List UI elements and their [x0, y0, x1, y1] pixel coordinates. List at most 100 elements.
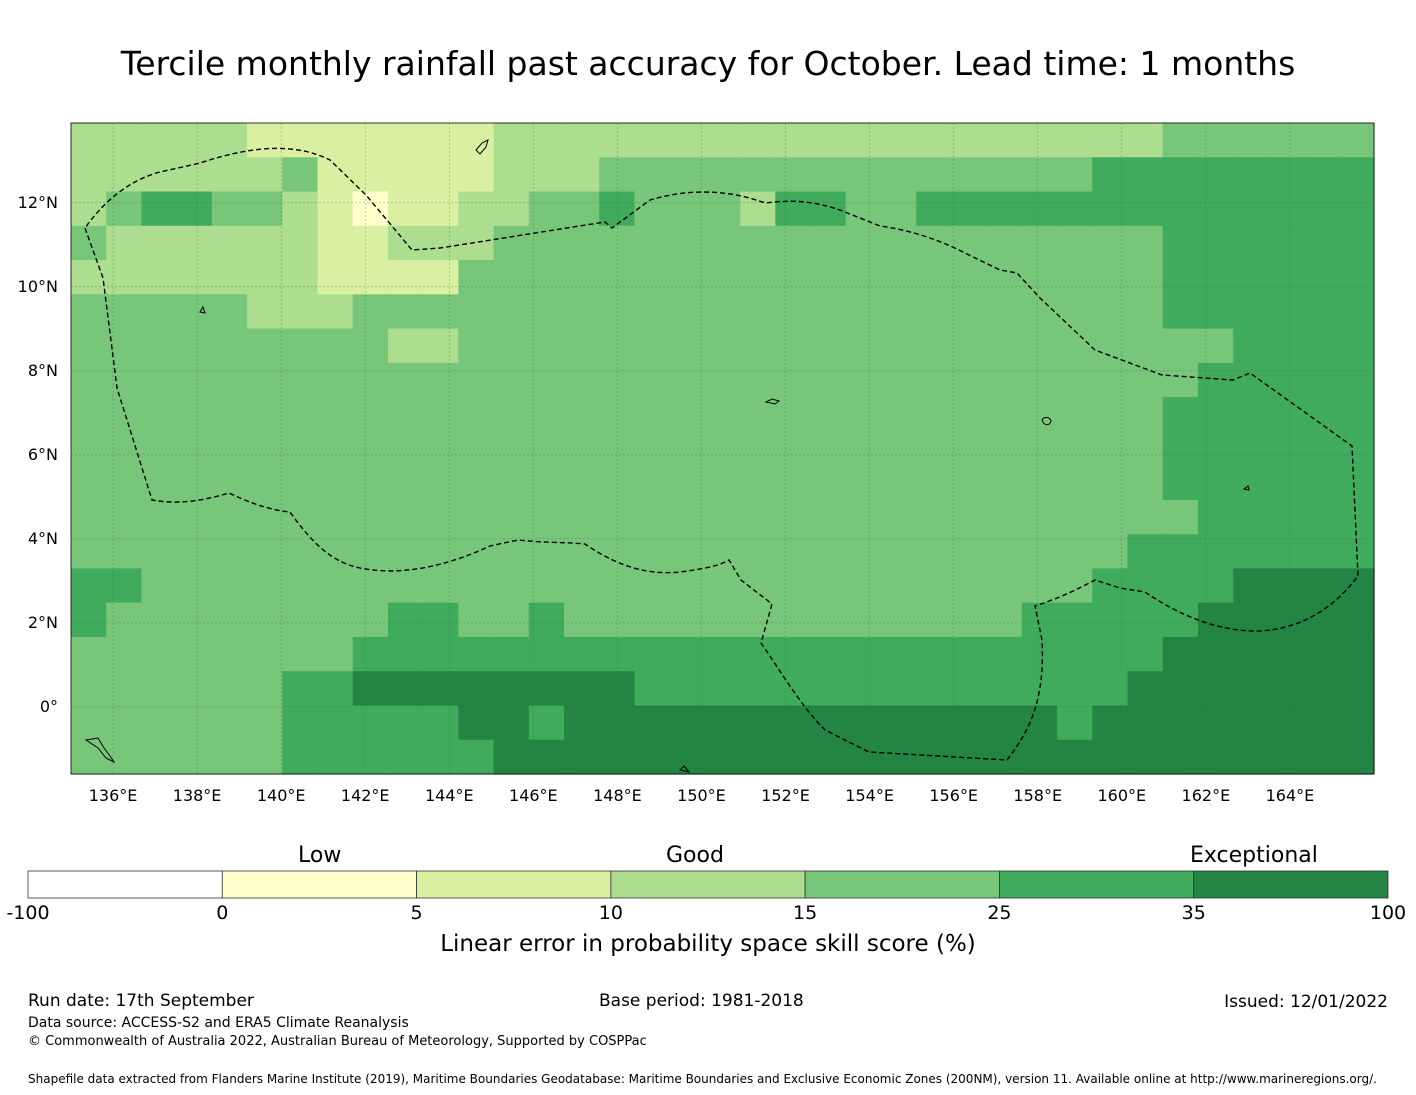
skill-cell	[916, 191, 953, 227]
skill-cell	[880, 362, 917, 398]
skill-cell	[423, 294, 459, 330]
skill-cell	[810, 534, 847, 570]
skill-cell	[1233, 157, 1269, 193]
skill-cell	[1338, 157, 1375, 193]
skill-cell	[493, 602, 530, 638]
skill-cell	[775, 636, 812, 672]
skill-cell	[880, 123, 917, 158]
skill-cell	[176, 636, 213, 672]
skill-cell	[1268, 191, 1305, 227]
skill-cell	[352, 465, 389, 501]
skill-cell	[951, 157, 988, 193]
skill-cell	[564, 191, 600, 227]
skill-cell	[669, 328, 706, 364]
skill-cell	[317, 534, 354, 570]
skill-cell	[1092, 362, 1129, 398]
skill-cell	[775, 362, 812, 398]
skill-cell	[951, 602, 988, 638]
skill-cell	[1092, 705, 1129, 741]
skill-cell	[458, 328, 495, 364]
skill-cell	[951, 362, 988, 398]
skill-cell	[493, 362, 530, 398]
skill-cell	[141, 260, 178, 295]
skill-cell	[1092, 465, 1129, 501]
skill-cell	[1303, 328, 1340, 364]
skill-cell	[1162, 123, 1199, 158]
lon-label: 142°E	[340, 786, 390, 805]
skill-cell	[458, 397, 495, 432]
skill-cell	[1233, 431, 1269, 467]
skill-cell	[986, 225, 1023, 261]
skill-cell	[1127, 294, 1164, 330]
skill-cell	[845, 123, 882, 158]
skill-cell	[564, 499, 600, 535]
skill-cell	[986, 431, 1023, 467]
skill-cell	[1021, 328, 1058, 364]
skill-cell	[740, 397, 776, 432]
skill-cell	[951, 191, 988, 227]
skill-cell	[880, 499, 917, 535]
skill-cell	[951, 499, 988, 535]
skill-cell	[387, 602, 424, 638]
skill-cell	[564, 225, 600, 261]
skill-cell	[282, 260, 319, 295]
skill-cell	[493, 260, 530, 295]
skill-cell	[880, 602, 917, 638]
skill-cell	[775, 534, 812, 570]
skill-cell	[564, 362, 600, 398]
skill-cell	[986, 499, 1023, 535]
skill-cell	[986, 123, 1023, 158]
skill-cell	[387, 568, 424, 604]
skill-cell	[141, 225, 178, 261]
skill-cell	[880, 328, 917, 364]
lat-label: 4°N	[27, 528, 58, 548]
skill-cell	[845, 465, 882, 501]
skill-cell	[880, 534, 917, 570]
skill-cell	[634, 294, 671, 330]
category-exceptional-label: Exceptional	[1190, 843, 1318, 868]
skill-cell	[493, 465, 530, 501]
skill-cell	[810, 602, 847, 638]
skill-cell	[1233, 328, 1269, 364]
skill-cell	[528, 534, 565, 570]
skill-cell	[387, 465, 424, 501]
skill-cell	[1162, 260, 1199, 295]
skill-cell	[704, 328, 741, 364]
skill-cell	[528, 705, 565, 741]
skill-cell	[387, 534, 424, 570]
skill-cell	[1162, 157, 1199, 193]
skill-cell	[1092, 636, 1129, 672]
skill-cell	[493, 157, 530, 193]
skill-cell	[951, 534, 988, 570]
skill-cell	[634, 534, 671, 570]
skill-cell	[1197, 431, 1234, 467]
skill-cell	[106, 465, 143, 501]
skill-cell	[71, 534, 107, 570]
skill-cell	[564, 123, 600, 158]
skill-cell	[1197, 671, 1234, 707]
skill-cell	[599, 534, 636, 570]
lon-label: 146°E	[509, 786, 558, 805]
lon-label: 136°E	[88, 786, 138, 805]
skill-cell	[317, 705, 354, 741]
skill-cell	[1338, 294, 1375, 330]
skill-cell	[1021, 636, 1058, 672]
skill-cell	[845, 397, 882, 432]
skill-cell	[1338, 328, 1375, 364]
skill-cell	[528, 362, 565, 398]
skill-cell	[247, 225, 283, 261]
skill-cell	[211, 397, 248, 432]
skill-cell	[669, 123, 706, 158]
skill-cell	[106, 705, 143, 741]
colorbar-tick: 100	[1369, 902, 1407, 924]
skill-cell	[211, 328, 248, 364]
skill-cell	[423, 123, 459, 158]
skill-cell	[775, 499, 812, 535]
skill-cell	[282, 157, 319, 193]
skill-cell	[211, 362, 248, 398]
skill-cell	[775, 294, 812, 330]
skill-cell	[211, 294, 248, 330]
skill-cell	[1303, 499, 1340, 535]
skill-cell	[1162, 191, 1199, 227]
skill-cell	[247, 191, 283, 227]
